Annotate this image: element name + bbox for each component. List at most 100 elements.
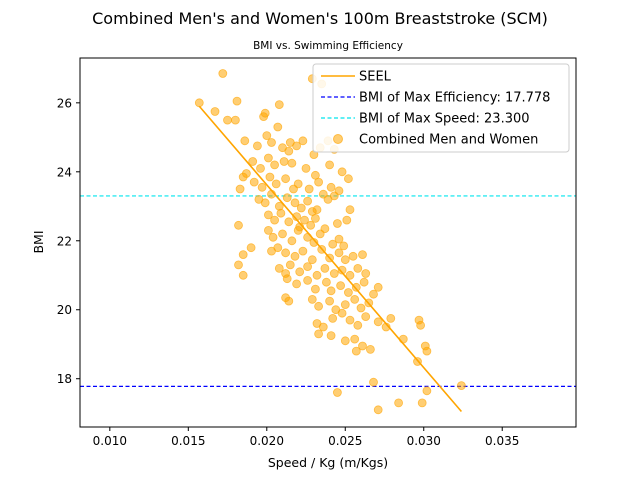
data-point bbox=[353, 263, 363, 273]
legend: SEEL BMI of Max Efficiency: 17.778 BMI of … bbox=[312, 63, 570, 153]
data-point bbox=[263, 210, 273, 220]
data-point bbox=[232, 96, 242, 106]
data-point bbox=[339, 241, 349, 251]
data-point bbox=[290, 198, 300, 208]
chart-title: Combined Men's and Women's 100m Breastst… bbox=[92, 9, 548, 28]
data-point bbox=[263, 153, 273, 163]
data-point bbox=[334, 234, 344, 244]
data-point bbox=[268, 232, 278, 242]
legend-label: Combined Men and Women bbox=[359, 133, 538, 148]
data-point bbox=[348, 251, 358, 261]
data-point bbox=[279, 157, 289, 166]
data-point bbox=[358, 341, 367, 351]
data-point bbox=[356, 303, 366, 313]
data-point bbox=[314, 301, 324, 311]
scatter-points bbox=[194, 69, 466, 415]
data-point bbox=[350, 294, 360, 304]
data-point bbox=[321, 277, 331, 287]
y-tick-label: 22 bbox=[57, 234, 72, 248]
data-point bbox=[267, 189, 276, 199]
data-point bbox=[306, 220, 316, 230]
data-point bbox=[456, 381, 466, 391]
data-point bbox=[300, 215, 309, 225]
data-point bbox=[422, 346, 432, 356]
y-tick-label: 20 bbox=[57, 303, 72, 317]
data-point bbox=[337, 265, 347, 275]
data-point bbox=[281, 248, 291, 258]
data-point bbox=[320, 263, 330, 273]
data-point bbox=[337, 167, 347, 177]
data-point bbox=[267, 138, 276, 147]
x-tick-label: 0.010 bbox=[93, 434, 127, 448]
data-point bbox=[246, 243, 256, 253]
data-point bbox=[307, 255, 317, 265]
data-point bbox=[309, 238, 319, 247]
legend-box bbox=[312, 63, 570, 153]
data-point bbox=[398, 334, 408, 344]
data-point bbox=[417, 398, 427, 408]
data-point bbox=[318, 322, 328, 332]
data-point bbox=[365, 344, 375, 354]
data-point bbox=[248, 157, 258, 166]
data-point bbox=[351, 346, 361, 356]
data-point bbox=[329, 191, 339, 201]
data-point bbox=[329, 269, 339, 278]
data-point bbox=[361, 269, 371, 278]
data-point bbox=[416, 320, 426, 330]
data-point bbox=[270, 215, 280, 225]
data-point bbox=[342, 215, 352, 225]
y-axis-label: BMI bbox=[31, 230, 46, 253]
legend-label: BMI of Max Speed: 23.300 bbox=[359, 112, 530, 127]
data-point bbox=[359, 277, 369, 287]
data-point bbox=[241, 169, 251, 178]
x-axis-label: Speed / Kg (m/Kgs) bbox=[268, 455, 388, 470]
data-point bbox=[336, 281, 346, 291]
axes: 0.010 0.015 0.020 0.025 0.030 0.035 18 20 22 24 26 bbox=[57, 57, 577, 448]
data-point bbox=[337, 308, 347, 318]
data-point bbox=[293, 225, 303, 235]
data-point bbox=[328, 239, 338, 249]
data-point bbox=[303, 196, 313, 206]
data-point bbox=[345, 205, 355, 215]
data-point bbox=[358, 250, 367, 260]
data-point bbox=[340, 300, 350, 310]
x-tick-label: 0.030 bbox=[407, 434, 441, 448]
data-point bbox=[373, 282, 383, 292]
data-point bbox=[312, 270, 322, 280]
data-point bbox=[373, 317, 383, 327]
data-point bbox=[315, 229, 325, 239]
data-point bbox=[274, 100, 284, 109]
chart-subtitle: BMI vs. Swimming Efficiency bbox=[253, 40, 403, 52]
data-point bbox=[325, 253, 335, 263]
data-point bbox=[271, 179, 281, 189]
data-point bbox=[326, 286, 336, 296]
data-point bbox=[326, 331, 336, 341]
data-point bbox=[223, 115, 232, 125]
data-point bbox=[249, 177, 259, 187]
x-tick-label: 0.020 bbox=[250, 434, 284, 448]
data-point bbox=[292, 212, 302, 222]
data-point bbox=[361, 312, 371, 322]
data-point bbox=[287, 236, 297, 246]
data-point bbox=[285, 138, 295, 147]
data-point bbox=[326, 182, 336, 192]
x-tick-label: 0.025 bbox=[328, 434, 362, 448]
data-point bbox=[343, 288, 353, 297]
data-point bbox=[230, 115, 240, 125]
y-tick-label: 24 bbox=[57, 165, 72, 179]
axes-frame bbox=[79, 57, 577, 428]
data-point bbox=[276, 208, 286, 218]
data-point bbox=[234, 260, 243, 270]
data-point bbox=[270, 160, 280, 170]
data-point bbox=[284, 217, 294, 227]
data-point bbox=[218, 69, 228, 78]
data-point bbox=[312, 205, 322, 215]
data-point bbox=[285, 260, 295, 270]
data-point bbox=[413, 357, 422, 366]
y-tick-label: 18 bbox=[57, 372, 72, 386]
data-point bbox=[340, 336, 350, 346]
data-point bbox=[353, 320, 363, 330]
data-point bbox=[256, 163, 265, 173]
data-point bbox=[328, 313, 338, 323]
data-point bbox=[210, 107, 220, 116]
